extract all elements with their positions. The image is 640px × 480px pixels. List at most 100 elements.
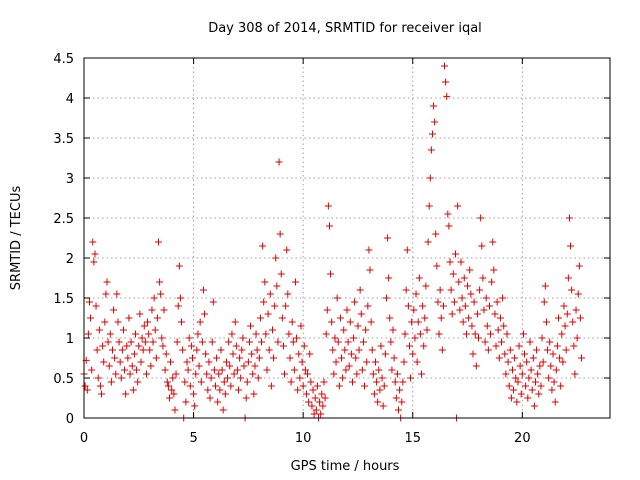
data-point xyxy=(374,398,382,406)
data-point xyxy=(385,274,393,282)
data-point xyxy=(291,278,299,286)
x-tick-label: 10 xyxy=(295,431,312,446)
data-point xyxy=(240,362,248,370)
data-point xyxy=(311,394,319,402)
data-point xyxy=(192,370,200,378)
data-point xyxy=(458,294,466,302)
data-point xyxy=(416,330,424,338)
data-point xyxy=(207,374,215,382)
data-point xyxy=(573,334,581,342)
data-point xyxy=(439,302,447,310)
data-point xyxy=(390,354,398,362)
data-point xyxy=(214,398,222,406)
data-point xyxy=(495,354,503,362)
data-point xyxy=(141,338,149,346)
data-point xyxy=(144,318,152,326)
data-point xyxy=(271,302,279,310)
data-point xyxy=(230,370,238,378)
data-point xyxy=(330,370,338,378)
data-point xyxy=(289,338,297,346)
data-point xyxy=(519,330,527,338)
data-point xyxy=(529,354,537,362)
data-point xyxy=(442,78,450,86)
data-point xyxy=(567,242,575,250)
data-point xyxy=(364,302,372,310)
data-point xyxy=(256,314,264,322)
data-point xyxy=(369,370,377,378)
data-point xyxy=(346,318,354,326)
data-point xyxy=(130,350,138,358)
data-point xyxy=(448,310,456,318)
data-point xyxy=(436,286,444,294)
data-point xyxy=(134,378,142,386)
data-point xyxy=(299,382,307,390)
x-tick-label: 0 xyxy=(80,431,88,446)
y-tick-label: 1 xyxy=(66,332,74,347)
data-point xyxy=(198,338,206,346)
data-point xyxy=(121,366,129,374)
data-point xyxy=(386,314,394,322)
data-point xyxy=(278,314,286,322)
data-point xyxy=(411,334,419,342)
data-point xyxy=(175,262,183,270)
data-point xyxy=(84,330,92,338)
data-point xyxy=(302,390,310,398)
data-point xyxy=(496,314,504,322)
data-point xyxy=(548,386,556,394)
data-point xyxy=(182,398,190,406)
data-point xyxy=(409,350,417,358)
data-point xyxy=(421,314,429,322)
data-point xyxy=(553,342,561,350)
y-tick-label: 1.5 xyxy=(53,292,74,307)
data-point xyxy=(283,246,291,254)
data-point xyxy=(396,386,404,394)
data-point xyxy=(152,354,160,362)
data-point xyxy=(491,310,499,318)
data-point xyxy=(158,334,166,342)
data-point xyxy=(284,290,292,298)
data-point xyxy=(435,330,443,338)
data-point xyxy=(426,174,434,182)
data-point xyxy=(277,270,285,278)
data-point xyxy=(485,302,493,310)
data-point xyxy=(268,326,276,334)
data-point xyxy=(462,330,470,338)
data-point xyxy=(281,370,289,378)
data-point xyxy=(391,378,399,386)
data-point xyxy=(477,214,485,222)
data-point xyxy=(424,238,432,246)
data-point xyxy=(425,202,433,210)
data-point xyxy=(530,402,538,410)
data-point xyxy=(471,330,479,338)
data-point xyxy=(431,118,439,126)
data-point xyxy=(233,366,241,374)
data-point xyxy=(170,390,178,398)
data-point xyxy=(199,286,207,294)
data-point xyxy=(98,390,106,398)
data-point xyxy=(163,378,171,386)
data-point xyxy=(405,342,413,350)
data-point xyxy=(295,350,303,358)
data-point xyxy=(105,362,113,370)
data-point xyxy=(325,222,333,230)
data-point xyxy=(500,322,508,330)
data-point xyxy=(521,350,529,358)
data-point xyxy=(320,378,328,386)
data-point xyxy=(282,302,290,310)
data-point xyxy=(153,314,161,322)
data-point xyxy=(378,374,386,382)
data-point xyxy=(150,294,158,302)
x-tick-label: 5 xyxy=(189,431,197,446)
data-point xyxy=(362,326,370,334)
data-point xyxy=(517,390,525,398)
data-point xyxy=(194,330,202,338)
data-point xyxy=(212,382,219,390)
data-point xyxy=(568,286,576,294)
data-point xyxy=(279,342,287,350)
data-point xyxy=(342,366,350,374)
data-point xyxy=(464,282,472,290)
data-point xyxy=(178,318,186,326)
data-point xyxy=(354,322,362,330)
data-point xyxy=(313,382,321,390)
data-point xyxy=(108,346,116,354)
